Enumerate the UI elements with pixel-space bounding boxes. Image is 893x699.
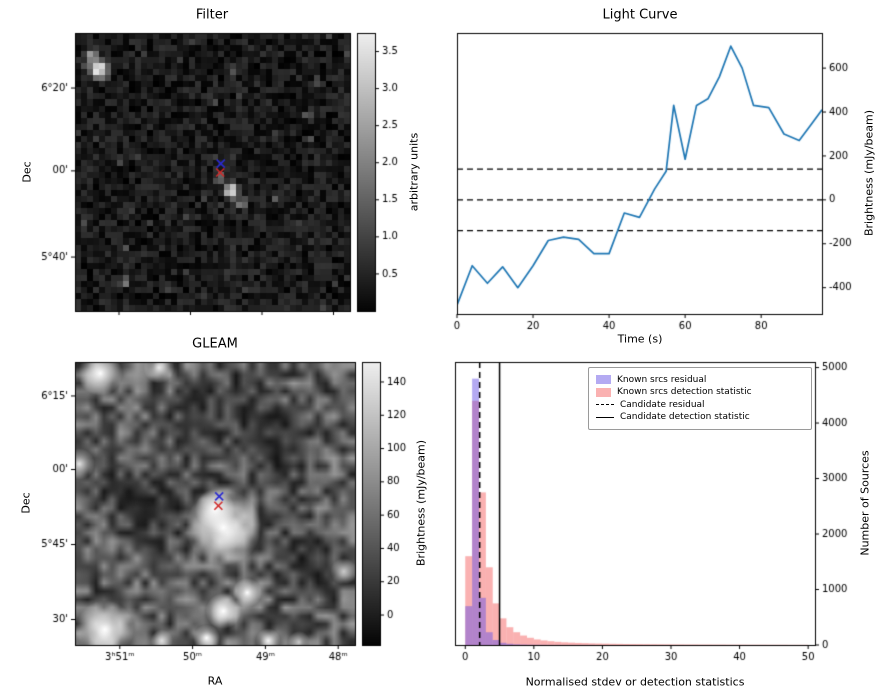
gleam-colorbar-label: Brightness (mJy/beam) xyxy=(414,439,428,567)
filter-title: Filter xyxy=(195,7,229,23)
legend-label: Candidate detection statistic xyxy=(620,412,750,422)
histogram-xlabel: Normalised stdev or detection statistics xyxy=(525,675,745,689)
light-curve-xlabel: Time (s) xyxy=(617,332,663,346)
filter-ylabel: Dec xyxy=(20,161,34,183)
gleam-ylabel: Dec xyxy=(19,492,33,514)
legend-label: Known srcs detection statistic xyxy=(617,387,752,397)
histogram-ylabel: Number of Sources xyxy=(858,450,872,556)
gleam-xlabel: RA xyxy=(207,674,223,688)
legend-row-candidate-residual: Candidate residual xyxy=(596,400,804,410)
detection-swatch xyxy=(596,387,611,397)
light-curve-title: Light Curve xyxy=(602,7,678,23)
histogram-legend: Known srcs residual Known srcs detection… xyxy=(588,367,812,430)
legend-label: Known srcs residual xyxy=(617,374,707,385)
filter-colorbar-label: arbitrary units xyxy=(407,132,421,212)
gleam-title: GLEAM xyxy=(192,336,238,352)
solid-line-sample xyxy=(596,416,614,418)
dashed-line-sample xyxy=(596,404,614,405)
residual-swatch xyxy=(596,375,611,384)
legend-row-detection: Known srcs detection statistic xyxy=(596,387,804,397)
light-curve-ylabel: Brightness (mJy/beam) xyxy=(862,109,876,237)
legend-label: Candidate residual xyxy=(620,399,705,410)
legend-row-residual: Known srcs residual xyxy=(596,375,804,385)
legend-row-candidate-detection: Candidate detection statistic xyxy=(596,412,804,422)
